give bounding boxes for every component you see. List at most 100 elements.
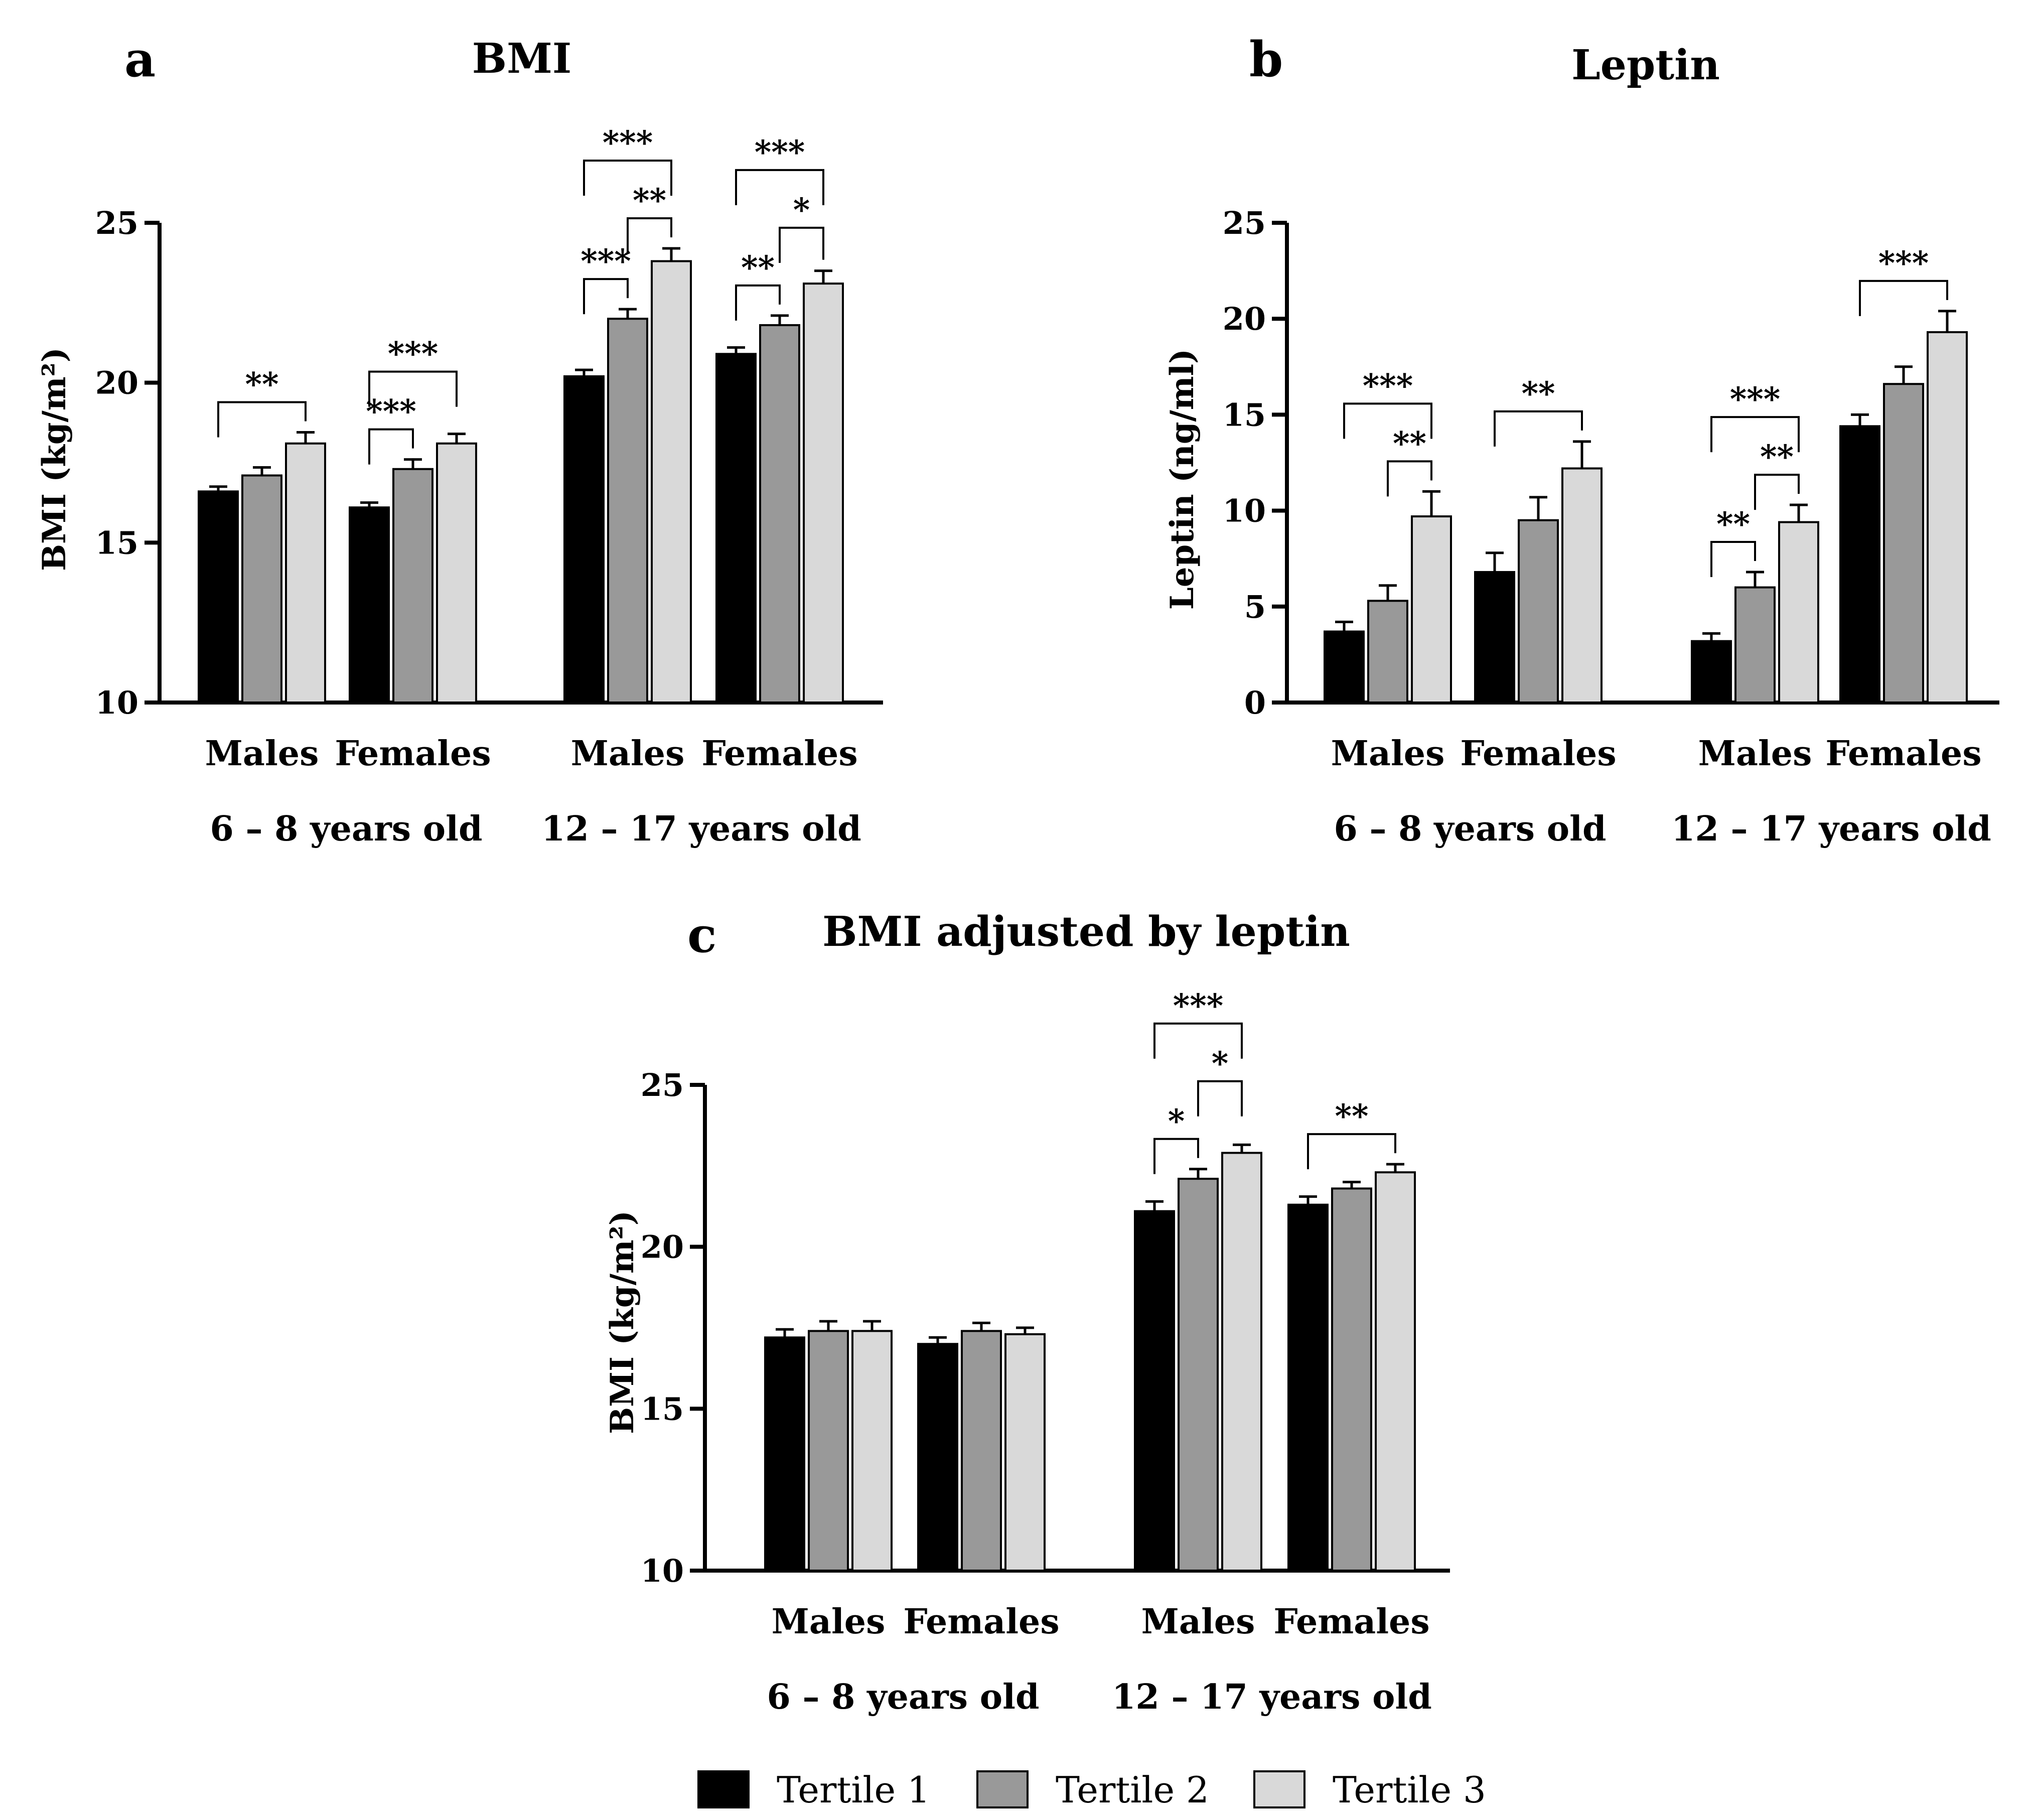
bar-tertile-1 bbox=[198, 490, 239, 704]
legend-swatch-tertile-3 bbox=[1253, 1770, 1305, 1808]
y-tick-label: 25 bbox=[641, 1067, 684, 1103]
significance-label: *** bbox=[580, 242, 631, 280]
bar-tertile-2 bbox=[1883, 383, 1924, 704]
significance-label: *** bbox=[603, 124, 653, 162]
legend-swatch-tertile-1 bbox=[697, 1770, 750, 1808]
y-tick-label: 20 bbox=[641, 1229, 684, 1266]
panel-a-group-label-1: 6 – 8 years old bbox=[210, 809, 482, 849]
bar-tertile-3 bbox=[1927, 331, 1968, 704]
significance-label: *** bbox=[1363, 367, 1413, 404]
bar-tertile-1 bbox=[764, 1336, 805, 1572]
category-label: Females bbox=[701, 734, 857, 774]
significance-label: * bbox=[793, 191, 810, 229]
bar-tertile-3 bbox=[1221, 1152, 1262, 1572]
significance-bracket bbox=[735, 284, 781, 321]
significance-label: *** bbox=[388, 335, 438, 373]
significance-label: * bbox=[1212, 1045, 1228, 1082]
legend: Tertile 1 Tertile 2 Tertile 3 bbox=[697, 1769, 1486, 1811]
significance-label: ** bbox=[245, 365, 279, 403]
significance-bracket bbox=[217, 401, 307, 438]
bar-tertile-3 bbox=[285, 442, 326, 704]
bar-tertile-2 bbox=[1367, 600, 1408, 704]
category-label: Males bbox=[1331, 734, 1445, 774]
significance-bracket bbox=[1710, 416, 1800, 453]
panel-b-group-label-1: 6 – 8 years old bbox=[1334, 809, 1606, 849]
significance-bracket bbox=[627, 217, 672, 253]
bar-tertile-1 bbox=[1691, 640, 1732, 704]
legend-swatch-tertile-2 bbox=[976, 1770, 1029, 1808]
panel-a-title: BMI bbox=[472, 35, 571, 83]
y-tick-label: 20 bbox=[95, 365, 138, 401]
y-tick-label: 10 bbox=[641, 1553, 684, 1589]
category-label: Males bbox=[571, 734, 685, 774]
legend-label-tertile-2: Tertile 2 bbox=[1056, 1769, 1209, 1811]
panel-c-ylabel: BMI (kg/m²) bbox=[604, 1210, 641, 1434]
bar-tertile-2 bbox=[392, 468, 433, 704]
significance-bracket bbox=[583, 159, 672, 196]
y-tick-label: 15 bbox=[95, 524, 138, 561]
bar-tertile-3 bbox=[1778, 521, 1819, 704]
panel-a-group-label-2: 12 – 17 years old bbox=[541, 809, 861, 849]
panel-c-group-label-1: 6 – 8 years old bbox=[767, 1677, 1039, 1717]
category-label: Females bbox=[335, 734, 491, 774]
legend-label-tertile-1: Tertile 1 bbox=[777, 1769, 930, 1811]
category-label: Males bbox=[772, 1602, 886, 1642]
bar-tertile-1 bbox=[1839, 425, 1880, 704]
panel-c-title: BMI adjusted by leptin bbox=[822, 908, 1350, 956]
bar-tertile-2 bbox=[1178, 1178, 1219, 1572]
category-label: Females bbox=[903, 1602, 1059, 1642]
significance-bracket bbox=[368, 428, 414, 465]
significance-bracket bbox=[735, 169, 824, 205]
panel-letter-b: b bbox=[1249, 31, 1283, 88]
bar-tertile-3 bbox=[651, 260, 692, 704]
bar-tertile-2 bbox=[1518, 519, 1559, 704]
panel-c: c BMI adjusted by leptin BMI (kg/m²) 6 –… bbox=[604, 907, 1450, 1717]
bar-tertile-2 bbox=[607, 318, 648, 704]
bar-tertile-3 bbox=[1004, 1333, 1046, 1572]
significance-bracket bbox=[1197, 1080, 1243, 1116]
y-tick-label: 10 bbox=[1223, 493, 1266, 529]
bar-tertile-1 bbox=[349, 506, 390, 704]
significance-label: *** bbox=[755, 133, 805, 171]
y-tick-label: 20 bbox=[1223, 301, 1266, 337]
significance-label: ** bbox=[633, 182, 666, 219]
significance-label: ** bbox=[741, 249, 775, 287]
significance-label: ** bbox=[1716, 505, 1750, 543]
panel-b: b Leptin Leptin (ng/ml) 6 – 8 years old … bbox=[1164, 31, 1999, 849]
bar-tertile-3 bbox=[1375, 1171, 1416, 1572]
panel-a: a BMI BMI (kg/m²) 6 – 8 years old 12 – 1… bbox=[36, 31, 883, 849]
y-tick-label: 25 bbox=[95, 205, 138, 241]
bar-tertile-2 bbox=[1734, 586, 1776, 704]
panel-letter-c: c bbox=[687, 907, 716, 963]
category-label: Males bbox=[1698, 734, 1812, 774]
bar-tertile-1 bbox=[1324, 630, 1365, 704]
bar-tertile-3 bbox=[1411, 515, 1452, 704]
bar-tertile-1 bbox=[1287, 1203, 1329, 1572]
bar-tertile-3 bbox=[803, 283, 844, 704]
bar-tertile-3 bbox=[851, 1330, 893, 1572]
category-label: Females bbox=[1825, 734, 1981, 774]
significance-bracket bbox=[583, 278, 629, 315]
bar-tertile-1 bbox=[1474, 571, 1515, 704]
bar-tertile-2 bbox=[961, 1330, 1002, 1572]
bar-tertile-3 bbox=[436, 442, 477, 704]
significance-bracket bbox=[1859, 279, 1948, 316]
panel-b-title: Leptin bbox=[1571, 41, 1720, 89]
significance-bracket bbox=[1343, 402, 1432, 439]
significance-label: *** bbox=[366, 393, 416, 431]
bar-tertile-2 bbox=[1331, 1187, 1372, 1572]
category-label: Females bbox=[1460, 734, 1616, 774]
significance-label: *** bbox=[1878, 244, 1929, 282]
significance-bracket bbox=[1153, 1022, 1243, 1059]
y-tick-label: 5 bbox=[1244, 589, 1266, 625]
y-tick-label: 25 bbox=[1223, 205, 1266, 241]
y-tick-label: 15 bbox=[1223, 396, 1266, 433]
significance-label: ** bbox=[1335, 1097, 1369, 1135]
bar-tertile-2 bbox=[241, 474, 282, 704]
category-label: Males bbox=[205, 734, 319, 774]
panel-b-ylabel: Leptin (ng/ml) bbox=[1164, 349, 1201, 610]
significance-label: *** bbox=[1173, 987, 1223, 1025]
bar-tertile-2 bbox=[759, 324, 800, 704]
panel-c-group-label-2: 12 – 17 years old bbox=[1112, 1677, 1432, 1717]
